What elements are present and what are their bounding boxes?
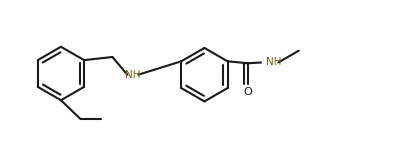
Text: NH: NH <box>266 57 281 67</box>
Text: NH: NH <box>125 70 141 80</box>
Text: O: O <box>244 87 252 97</box>
